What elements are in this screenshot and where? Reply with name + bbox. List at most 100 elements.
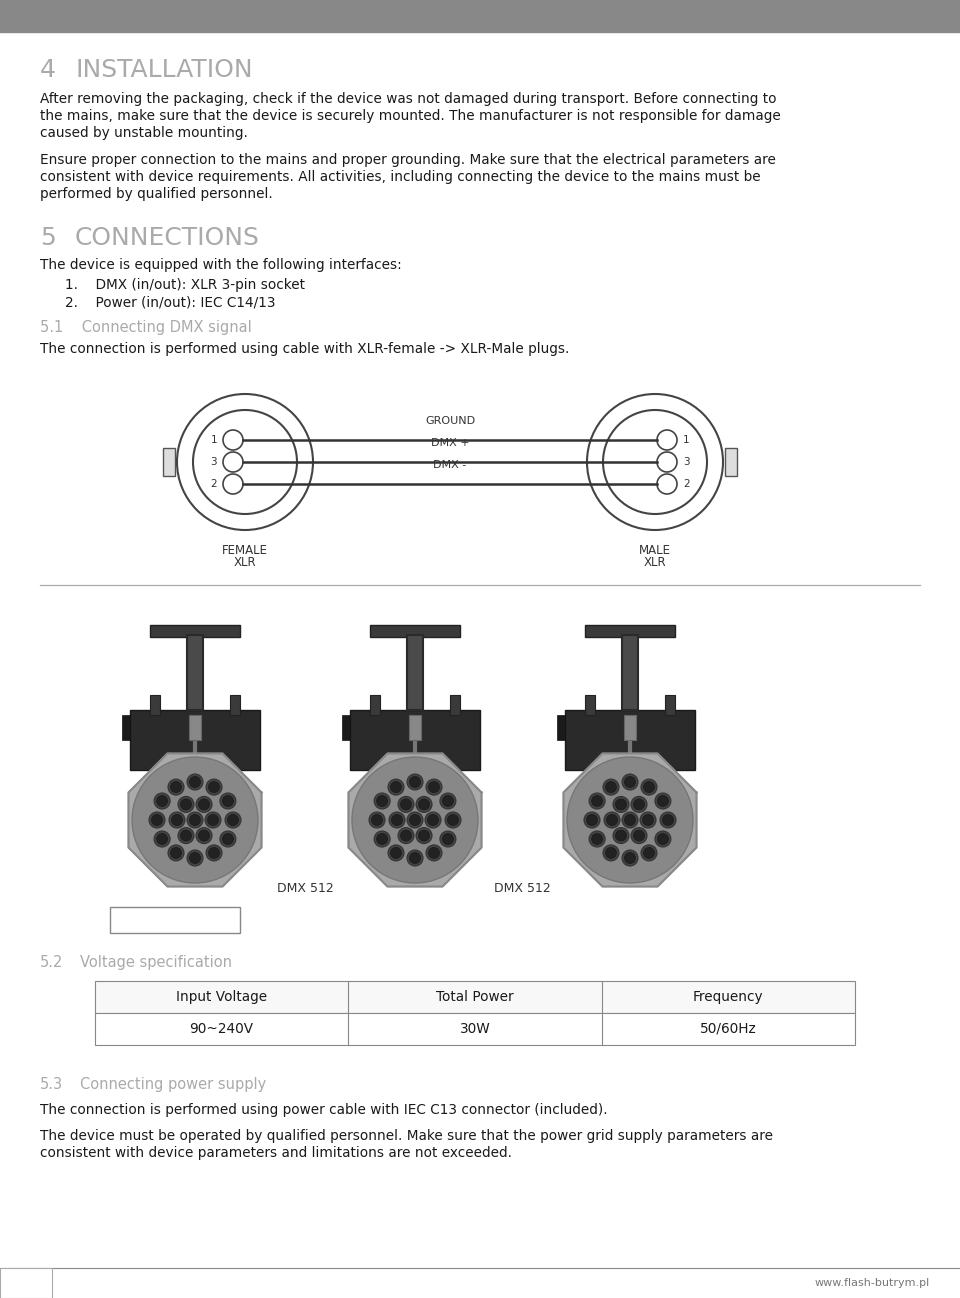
Circle shape [156,796,168,806]
Circle shape [607,815,617,826]
Bar [725,448,737,476]
Circle shape [220,793,236,809]
Circle shape [132,757,258,883]
Bar [130,710,260,770]
Circle shape [398,828,414,844]
Text: The connection is performed using cable with XLR-female -> XLR-Male plugs.: The connection is performed using cable … [40,341,569,356]
FancyBboxPatch shape [407,635,423,710]
Circle shape [426,845,442,861]
Circle shape [187,850,203,866]
Circle shape [625,815,636,826]
Bar [0,1268,52,1298]
Text: Voltage specification: Voltage specification [80,955,232,970]
Circle shape [603,779,619,796]
Text: FEMALE: FEMALE [222,544,268,557]
Bar [122,715,130,740]
Circle shape [196,828,212,844]
Circle shape [606,848,616,858]
Circle shape [389,813,405,828]
Circle shape [172,815,182,826]
Circle shape [657,430,677,450]
Circle shape [410,853,420,863]
Circle shape [223,796,233,806]
Polygon shape [348,753,482,887]
Circle shape [206,845,222,861]
Circle shape [655,831,671,848]
Circle shape [416,828,432,844]
Circle shape [631,797,647,813]
Circle shape [376,796,388,806]
Circle shape [567,757,693,883]
Bar [230,694,240,715]
Text: DMX 512: DMX 512 [494,883,551,896]
Polygon shape [129,753,261,887]
Circle shape [400,798,412,810]
Text: XLR: XLR [644,556,666,569]
Bar [565,710,695,770]
Text: Ensure proper connection to the mains and proper grounding. Make sure that the e: Ensure proper connection to the mains an… [40,153,776,167]
Circle shape [606,781,616,793]
Text: 50/60Hz: 50/60Hz [700,1022,756,1036]
Circle shape [641,779,657,796]
Text: 4: 4 [40,58,56,82]
Circle shape [206,779,222,796]
Circle shape [657,474,677,495]
Circle shape [155,831,170,848]
Circle shape [426,779,442,796]
Text: 90~240V: 90~240V [190,1022,253,1036]
Circle shape [643,848,655,858]
Circle shape [155,793,170,809]
Circle shape [223,430,243,450]
Circle shape [634,798,644,810]
Text: Frequency: Frequency [693,990,763,1003]
Text: INSTALLATION: INSTALLATION [75,58,252,82]
Circle shape [613,828,629,844]
Circle shape [228,815,238,826]
Text: DMX Controller: DMX Controller [131,914,220,927]
Circle shape [372,815,382,826]
Circle shape [662,815,674,826]
Bar [150,626,240,637]
Circle shape [440,793,456,809]
Circle shape [657,452,677,472]
Circle shape [391,848,401,858]
Text: LED PAR 56 Slim 18X3W RGB Aura F7000253a: LED PAR 56 Slim 18X3W RGB Aura F7000253a [28,12,300,25]
Circle shape [591,833,603,845]
Circle shape [187,774,203,790]
Circle shape [634,831,644,841]
Bar [150,694,160,715]
Text: 5.1    Connecting DMX signal: 5.1 Connecting DMX signal [40,321,252,335]
Circle shape [156,833,168,845]
Bar [409,715,421,740]
Circle shape [584,813,600,828]
Text: consistent with device requirements. All activities, including connecting the de: consistent with device requirements. All… [40,170,760,184]
Circle shape [207,815,219,826]
Circle shape [658,833,668,845]
Circle shape [187,813,203,828]
Polygon shape [564,753,697,887]
Circle shape [622,850,638,866]
Text: 30W: 30W [460,1022,491,1036]
Text: DMX 512: DMX 512 [276,883,333,896]
Circle shape [171,781,181,793]
Circle shape [642,815,654,826]
Circle shape [407,774,423,790]
Circle shape [410,776,420,788]
Circle shape [225,813,241,828]
Circle shape [180,831,191,841]
Circle shape [615,831,627,841]
Text: The device is equipped with the following interfaces:: The device is equipped with the followin… [40,258,401,273]
Text: 3: 3 [683,457,689,467]
Text: After removing the packaging, check if the device was not damaged during transpo: After removing the packaging, check if t… [40,92,777,106]
Text: GROUND: GROUND [425,415,475,426]
Circle shape [641,845,657,861]
Circle shape [171,848,181,858]
Circle shape [208,848,220,858]
Circle shape [374,793,390,809]
Circle shape [199,798,209,810]
Circle shape [603,845,619,861]
Circle shape [416,797,432,813]
Circle shape [391,781,401,793]
Circle shape [369,813,385,828]
Text: 2.    Power (in/out): IEC C14/13: 2. Power (in/out): IEC C14/13 [65,296,276,310]
